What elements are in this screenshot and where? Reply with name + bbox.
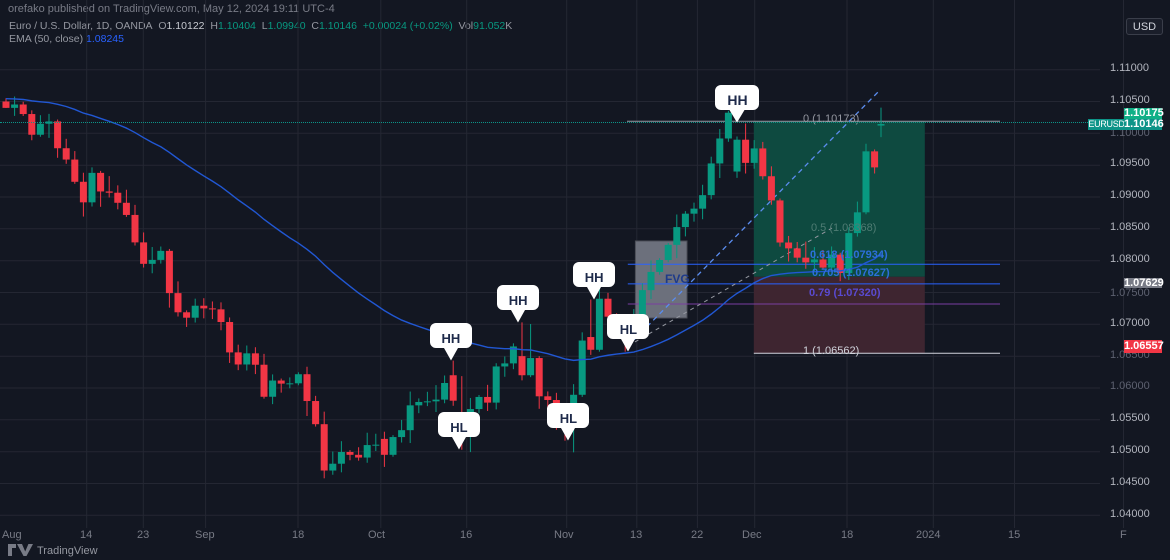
svg-text:TradingView: TradingView [37,545,98,557]
